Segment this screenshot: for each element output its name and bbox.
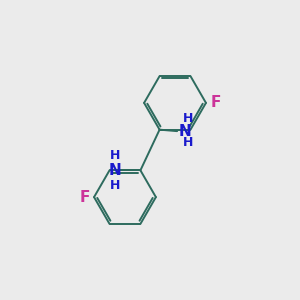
Text: H: H: [183, 112, 194, 125]
Text: F: F: [79, 190, 90, 205]
Text: N: N: [178, 124, 191, 139]
Text: H: H: [110, 178, 120, 192]
Text: N: N: [108, 163, 121, 178]
Text: H: H: [183, 136, 194, 149]
Text: F: F: [210, 95, 221, 110]
Text: H: H: [110, 149, 120, 162]
